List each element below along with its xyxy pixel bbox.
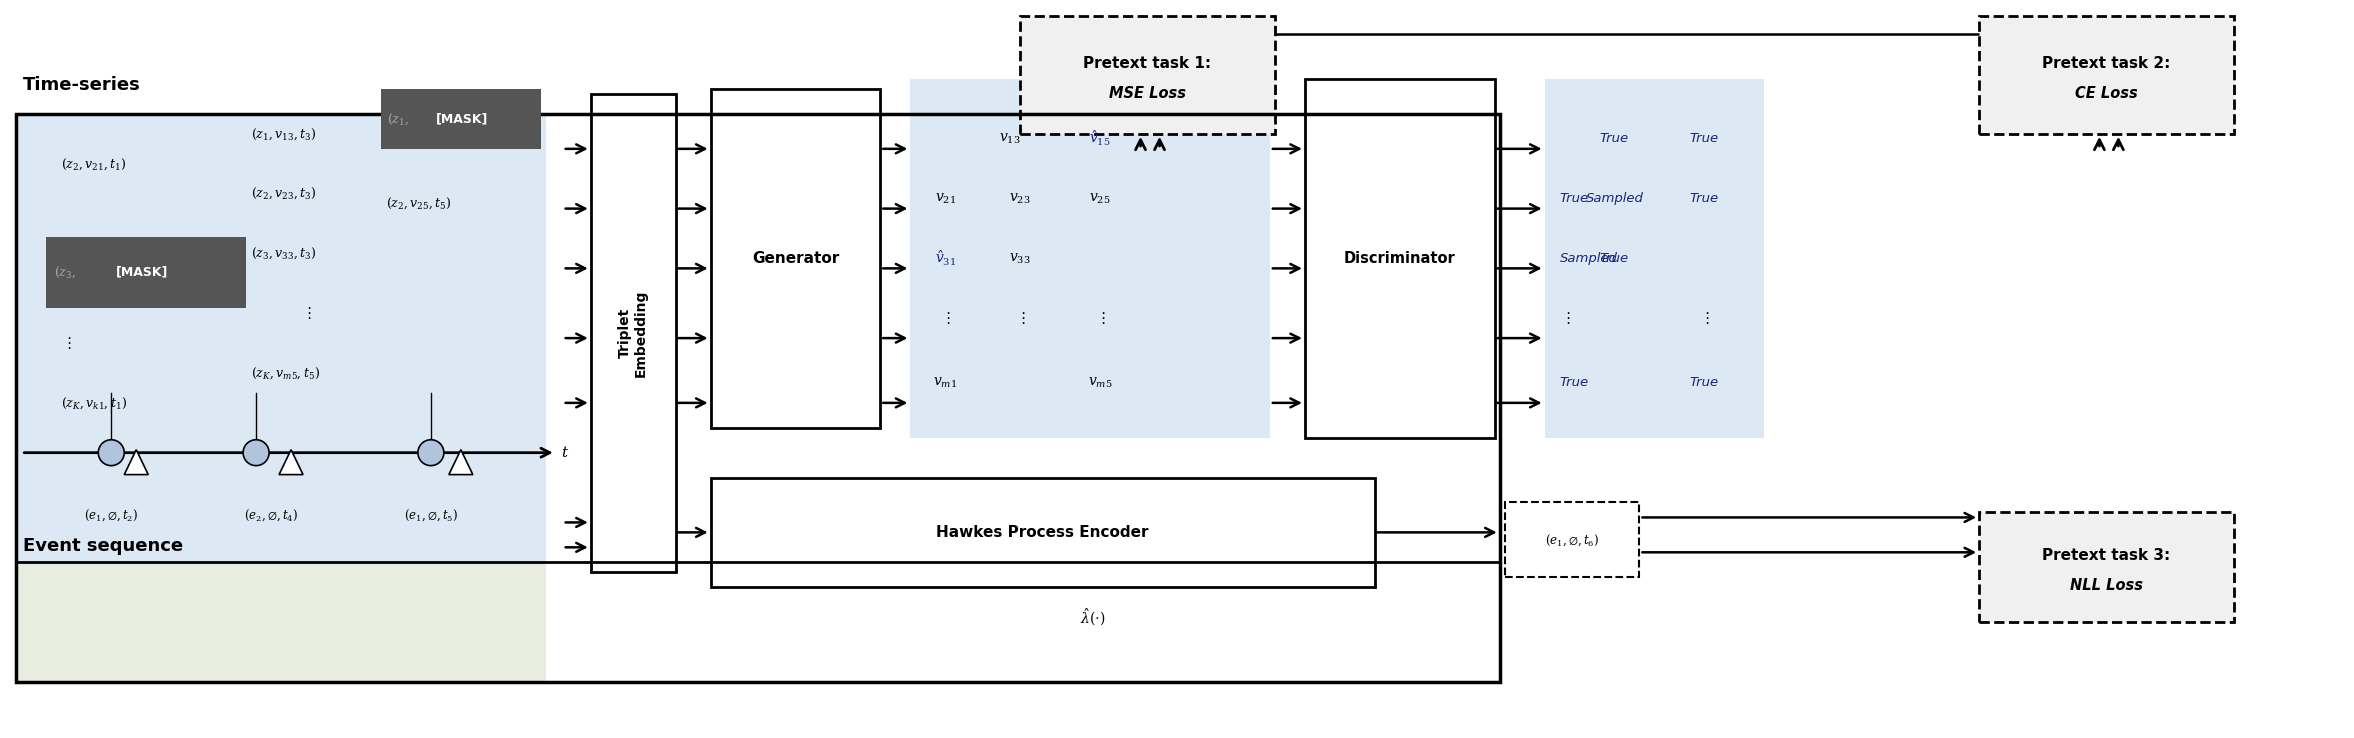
- Text: $v_{25}$: $v_{25}$: [1090, 191, 1111, 206]
- Text: Triplet
Embedding: Triplet Embedding: [619, 289, 647, 377]
- Text: True: True: [1561, 192, 1589, 205]
- Text: Sampled: Sampled: [1587, 192, 1643, 205]
- Text: $v_{21}$: $v_{21}$: [935, 191, 956, 206]
- Text: $(z_2, v_{21}, t_1)$: $(z_2, v_{21}, t_1)$: [61, 156, 127, 171]
- FancyBboxPatch shape: [1544, 79, 1763, 438]
- Text: Pretext task 1:: Pretext task 1:: [1083, 55, 1212, 71]
- Text: True: True: [1601, 252, 1629, 265]
- Text: $(z_2, v_{25}, t_5)$: $(z_2, v_{25}, t_5)$: [386, 196, 452, 211]
- Text: CE Loss: CE Loss: [2074, 86, 2137, 100]
- Text: $\hat{v}_{31}$: $\hat{v}_{31}$: [935, 249, 956, 268]
- Text: True: True: [1561, 376, 1589, 390]
- Text: True: True: [1601, 132, 1629, 145]
- Text: Time-series: Time-series: [24, 76, 141, 94]
- Text: $\vdots$: $\vdots$: [1700, 310, 1709, 326]
- Text: $\vdots$: $\vdots$: [1561, 310, 1570, 326]
- Text: $\vdots$: $\vdots$: [1095, 310, 1106, 326]
- FancyBboxPatch shape: [591, 94, 676, 572]
- Text: Pretext task 3:: Pretext task 3:: [2043, 548, 2170, 563]
- Text: $v_{m5}$: $v_{m5}$: [1088, 376, 1113, 390]
- Circle shape: [242, 440, 268, 466]
- FancyBboxPatch shape: [16, 114, 546, 562]
- Text: $(e_1, \emptyset, t_6)$: $(e_1, \emptyset, t_6)$: [1544, 532, 1598, 548]
- Text: [MASK]: [MASK]: [115, 266, 169, 279]
- Text: $(z_K, v_{m5}, t_5)$: $(z_K, v_{m5}, t_5)$: [252, 365, 320, 381]
- Circle shape: [419, 440, 445, 466]
- Text: Pretext task 2:: Pretext task 2:: [2043, 55, 2170, 71]
- Text: $\vdots$: $\vdots$: [939, 310, 951, 326]
- Polygon shape: [450, 449, 473, 475]
- Text: $t$: $t$: [560, 445, 570, 461]
- FancyBboxPatch shape: [1304, 79, 1495, 438]
- FancyBboxPatch shape: [1019, 16, 1276, 134]
- Text: [MASK]: [MASK]: [435, 112, 487, 125]
- Polygon shape: [280, 449, 304, 475]
- Text: $\vdots$: $\vdots$: [301, 306, 311, 321]
- FancyBboxPatch shape: [16, 562, 546, 682]
- FancyBboxPatch shape: [381, 89, 541, 149]
- FancyBboxPatch shape: [47, 236, 247, 308]
- Text: $(e_2, \emptyset, t_4)$: $(e_2, \emptyset, t_4)$: [245, 508, 299, 523]
- Text: $(z_3, v_{33}, t_3)$: $(z_3, v_{33}, t_3)$: [252, 246, 315, 261]
- Text: MSE Loss: MSE Loss: [1109, 86, 1186, 100]
- Text: Hawkes Process Encoder: Hawkes Process Encoder: [937, 525, 1149, 540]
- FancyBboxPatch shape: [1980, 16, 2234, 134]
- Text: $v_{m1}$: $v_{m1}$: [932, 376, 958, 390]
- Text: $(z_3,$: $(z_3,$: [54, 265, 75, 280]
- Circle shape: [99, 440, 125, 466]
- Text: $(z_2, v_{23}, t_3)$: $(z_2, v_{23}, t_3)$: [252, 186, 315, 201]
- Text: Event sequence: Event sequence: [24, 537, 184, 555]
- Text: $(z_1, v_{13}, t_3)$: $(z_1, v_{13}, t_3)$: [252, 126, 315, 142]
- Text: True: True: [1690, 376, 1718, 390]
- Text: $\hat{\lambda}(\cdot)$: $\hat{\lambda}(\cdot)$: [1080, 607, 1106, 628]
- Text: True: True: [1690, 132, 1718, 145]
- Text: $(z_K, v_{k1}, t_1)$: $(z_K, v_{k1}, t_1)$: [61, 395, 127, 410]
- Text: $v_{23}$: $v_{23}$: [1010, 191, 1031, 206]
- Text: $\vdots$: $\vdots$: [1015, 310, 1026, 326]
- Text: True: True: [1690, 192, 1718, 205]
- FancyBboxPatch shape: [911, 79, 1269, 438]
- Text: $v_{33}$: $v_{33}$: [1010, 251, 1031, 266]
- Text: $(e_1, \emptyset, t_2)$: $(e_1, \emptyset, t_2)$: [85, 508, 139, 523]
- Text: $(e_1, \emptyset, t_5)$: $(e_1, \emptyset, t_5)$: [405, 508, 459, 523]
- Text: Sampled: Sampled: [1561, 252, 1617, 265]
- Text: $\vdots$: $\vdots$: [61, 335, 71, 351]
- Text: $\hat{v}_{15}$: $\hat{v}_{15}$: [1090, 129, 1111, 148]
- Text: $v_{13}$: $v_{13}$: [1000, 131, 1022, 146]
- Polygon shape: [125, 449, 148, 475]
- FancyBboxPatch shape: [1980, 512, 2234, 622]
- Text: NLL Loss: NLL Loss: [2069, 578, 2142, 593]
- Text: $(z_1,$: $(z_1,$: [386, 111, 410, 127]
- Text: Discriminator: Discriminator: [1344, 251, 1455, 266]
- FancyBboxPatch shape: [711, 89, 880, 428]
- Text: Generator: Generator: [751, 251, 838, 266]
- FancyBboxPatch shape: [1504, 503, 1638, 577]
- FancyBboxPatch shape: [711, 477, 1375, 587]
